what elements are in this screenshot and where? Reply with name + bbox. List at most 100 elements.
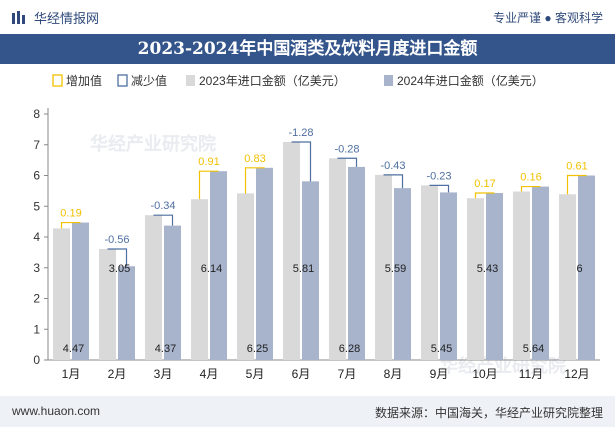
change-bracket xyxy=(520,185,541,192)
y-tick-label: 7 xyxy=(33,138,40,152)
y-tick-label: 6 xyxy=(33,169,40,183)
bar-2024 xyxy=(440,192,457,360)
change-label: 0.19 xyxy=(60,208,81,220)
bar-2024 xyxy=(118,266,135,360)
change-bracket xyxy=(429,184,450,193)
x-tick-label: 4月 xyxy=(200,367,219,381)
bar-2024 xyxy=(256,167,273,360)
legend-increase-swatch xyxy=(52,74,63,87)
value-label-2024: 5.64 xyxy=(523,343,544,355)
legend-decrease-swatch xyxy=(117,74,128,87)
change-bracket xyxy=(153,214,174,226)
chart-title: 2023-2024年中国酒类及饮料月度进口金额 xyxy=(137,39,478,59)
change-bracket xyxy=(337,157,358,167)
slogan: 专业严谨 ● 客观科学 xyxy=(493,11,603,25)
change-bracket xyxy=(291,141,312,182)
brand-name: 华经情报网 xyxy=(34,11,100,26)
legend-decrease-label: 减少值 xyxy=(131,73,167,88)
change-label: 0.16 xyxy=(520,172,541,184)
value-label-2024: 6.28 xyxy=(339,343,360,355)
bar-2023 xyxy=(421,185,438,360)
value-label-2024: 5.81 xyxy=(293,263,314,275)
bar-2023 xyxy=(467,198,484,360)
legend-increase-label: 增加值 xyxy=(66,73,102,88)
bar-2023 xyxy=(237,193,254,360)
bar-2023 xyxy=(53,228,70,360)
legend-2023-label: 2023年进口金额（亿美元） xyxy=(199,73,346,88)
change-bracket xyxy=(107,248,128,267)
value-label-2024: 5.45 xyxy=(431,343,452,355)
change-bracket xyxy=(383,174,404,189)
value-label-2024: 6.14 xyxy=(201,263,222,275)
y-tick-label: 4 xyxy=(33,230,40,244)
brand: 华经情报网 xyxy=(12,8,99,27)
bar-2023 xyxy=(191,199,208,360)
x-tick-label: 9月 xyxy=(430,367,449,381)
brand-logo-icon xyxy=(12,10,25,24)
bar-2023 xyxy=(283,141,300,360)
x-tick-label: 12月 xyxy=(564,367,589,381)
y-tick-label: 2 xyxy=(33,292,40,306)
x-tick-label: 7月 xyxy=(338,367,357,381)
change-label: -0.34 xyxy=(150,200,175,212)
bar-2023 xyxy=(513,191,530,360)
change-bracket xyxy=(474,192,495,199)
change-bracket xyxy=(198,170,219,200)
data-source: 数据来源：中国海关，华经产业研究院整理 xyxy=(374,406,603,420)
bar-2024 xyxy=(210,171,227,360)
legend: 增加值 减少值 2023年进口金额（亿美元） 2024年进口金额（亿美元） xyxy=(52,73,544,88)
y-tick-label: 3 xyxy=(33,261,40,275)
site-url: www.huaon.com xyxy=(12,404,101,418)
bar-2023 xyxy=(99,248,116,360)
change-bracket xyxy=(60,221,81,229)
change-bracket xyxy=(244,167,265,194)
y-tick-label: 0 xyxy=(33,353,40,367)
bar-2023 xyxy=(145,215,162,360)
plot: 0 1 2 3 4 5 6 7 8 0.19 4.47 1月 -0.56 3.05 2月 -0.34 4.37 3… xyxy=(33,107,600,381)
value-label-2024: 6.25 xyxy=(247,343,268,355)
bar-2023 xyxy=(559,194,576,360)
bar-2024 xyxy=(348,166,365,360)
footer: www.huaon.com 数据来源：中国海关，华经产业研究院整理 xyxy=(0,396,615,427)
bar-2024 xyxy=(486,193,503,360)
legend-2023-swatch xyxy=(186,75,195,86)
bar-2023 xyxy=(375,174,392,360)
change-label: -0.23 xyxy=(426,170,451,182)
change-bracket xyxy=(566,174,587,195)
x-tick-label: 1月 xyxy=(62,367,81,381)
x-tick-label: 5月 xyxy=(246,367,265,381)
x-tick-label: 6月 xyxy=(292,367,311,381)
change-label: 0.61 xyxy=(566,161,587,173)
bar-2024 xyxy=(394,188,411,360)
value-label-2024: 3.05 xyxy=(109,263,130,275)
change-label: 0.17 xyxy=(474,178,495,190)
bar-2024 xyxy=(302,181,319,360)
x-tick-label: 10月 xyxy=(472,367,497,381)
bar-2024 xyxy=(164,225,181,360)
bar-2023 xyxy=(329,158,346,360)
legend-2024-swatch xyxy=(384,75,393,86)
value-label-2024: 5.59 xyxy=(385,263,406,275)
change-label: 0.91 xyxy=(198,156,219,168)
y-tick-label: 1 xyxy=(33,322,40,336)
value-label-2024: 4.47 xyxy=(63,343,84,355)
x-tick-label: 2月 xyxy=(108,367,127,381)
x-tick-label: 8月 xyxy=(384,367,403,381)
watermark-top: 华经产业研究院 xyxy=(90,133,216,154)
value-label-2024: 4.37 xyxy=(155,343,176,355)
y-tick-label: 5 xyxy=(33,199,40,213)
value-label-2024: 5.43 xyxy=(477,263,498,275)
bar-2024 xyxy=(532,186,549,360)
change-label: -0.56 xyxy=(104,234,129,246)
change-label: -0.28 xyxy=(334,143,359,155)
y-tick-label: 8 xyxy=(33,107,40,121)
bar-2024 xyxy=(578,175,595,360)
x-tick-label: 11月 xyxy=(519,367,543,381)
title-bar: 2023-2024年中国酒类及饮料月度进口金额 xyxy=(0,34,615,64)
legend-2024-label: 2024年进口金额（亿美元） xyxy=(397,73,544,88)
change-label: 0.83 xyxy=(244,153,265,165)
top-bar: 华经情报网 专业严谨 ● 客观科学 xyxy=(0,0,615,34)
change-label: -0.43 xyxy=(380,160,405,172)
value-label-2024: 6 xyxy=(576,263,582,275)
